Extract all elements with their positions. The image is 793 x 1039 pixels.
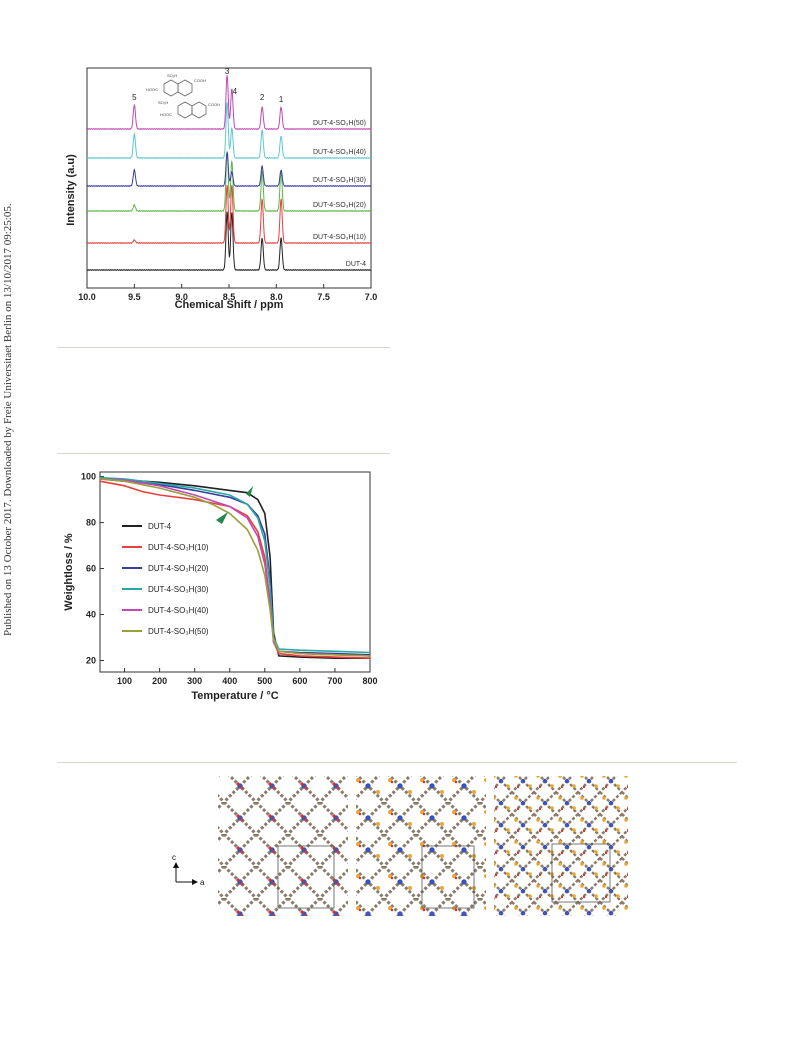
nmr-x-axis-label: Chemical Shift / ppm — [175, 299, 284, 311]
axis-label-c: c — [172, 853, 176, 862]
nmr-x-tick-label: 9.0 — [175, 292, 188, 302]
nmr-series-label: DUT-4-SO₃H(20) — [313, 202, 366, 209]
nmr-series-line — [86, 75, 372, 130]
tga-y-tick-label: 100 — [81, 472, 96, 482]
nmr-inset-molecules: SO₃H COOH HOOC SO₃H COOH HOOC — [146, 73, 220, 119]
nmr-series-label: DUT-4-SO₃H(30) — [313, 177, 366, 184]
tga-legend-label: DUT-4-SO₃H(40) — [148, 606, 209, 615]
inset-molecule-sulfonated — [163, 79, 193, 97]
tga-chart: 100 200 300 400 500 600 700 800 20 40 60 80 100 DUT-… — [63, 471, 378, 702]
tga-series-line — [99, 478, 370, 659]
tga-y-tick-label: 80 — [86, 518, 96, 528]
tga-series-line — [99, 478, 371, 656]
tga-x-axis-label: Temperature / °C — [191, 690, 278, 702]
tga-x-tick-label: 500 — [257, 676, 272, 686]
nmr-x-tick-label: 8.0 — [270, 292, 283, 302]
divider — [57, 347, 390, 348]
inset-label: COOH — [208, 102, 220, 107]
nmr-peak-label: 1 — [279, 95, 284, 104]
tga-y-axis-label: Weightloss / % — [63, 533, 75, 611]
inset-label: HOOC — [160, 112, 172, 117]
nmr-series-line — [86, 211, 372, 271]
nmr-x-tick-label: 7.5 — [317, 292, 330, 302]
inset-label: HOOC — [146, 87, 158, 92]
unit-cell — [277, 845, 335, 909]
tga-legend-label: DUT-4-SO₃H(30) — [148, 585, 209, 594]
tga-series-line — [99, 478, 371, 657]
nmr-x-tick-label: 8.5 — [223, 292, 236, 302]
tga-y-tick-label: 20 — [86, 656, 96, 666]
crystal-structure-figure: c a — [172, 776, 628, 916]
inset-label: SO₃H — [158, 100, 168, 105]
nmr-peak-label: 4 — [233, 87, 238, 96]
tga-series-line — [99, 480, 371, 659]
tga-y-tick-label: 60 — [86, 564, 96, 574]
axis-label-a: a — [200, 878, 205, 887]
tga-x-tick-label: 700 — [327, 676, 342, 686]
nmr-series-line — [86, 102, 372, 159]
nmr-peak-label: 5 — [132, 93, 137, 102]
tga-x-tick-label: 400 — [222, 676, 237, 686]
nmr-y-axis-label: Intensity (a.u) — [65, 154, 77, 226]
nmr-peak-label: 2 — [260, 93, 265, 102]
nmr-series-label: DUT-4-SO₃H(50) — [313, 120, 366, 127]
nmr-series-label: DUT-4-SO₃H(40) — [313, 149, 366, 156]
publication-sidebar-note: Published on 13 October 2017. Downloaded… — [2, 203, 14, 637]
nmr-x-tick-label: 9.5 — [128, 292, 141, 302]
axis-indicator: c a — [172, 853, 205, 887]
tga-x-tick-label: 300 — [187, 676, 202, 686]
inset-molecule-plain — [177, 101, 207, 119]
unit-cell — [421, 845, 475, 909]
nmr-peak-label: 3 — [225, 67, 230, 76]
nmr-series-line — [86, 184, 372, 244]
tga-plot-frame — [99, 471, 371, 673]
tga-y-tick-label: 40 — [86, 610, 96, 620]
tga-series-line — [99, 476, 371, 654]
arrow-marker — [216, 512, 228, 524]
nmr-series-label: DUT-4 — [346, 261, 366, 268]
arrow-marker — [246, 486, 253, 497]
nmr-chart: 10.0 9.5 9.0 8.5 8.0 7.5 7.0 5 3 4 2 1 DUT-4 DUT-4-… — [65, 67, 378, 311]
divider — [57, 453, 390, 454]
tga-x-tick-label: 100 — [117, 676, 132, 686]
tga-legend-label: DUT-4-SO₃H(10) — [148, 543, 209, 552]
tga-legend-label: DUT-4-SO₃H(20) — [148, 564, 209, 573]
tga-x-tick-label: 800 — [362, 676, 377, 686]
tga-x-tick-label: 200 — [152, 676, 167, 686]
tga-legend-label: DUT-4 — [148, 522, 172, 531]
inset-label: COOH — [194, 78, 206, 83]
nmr-x-tick-label: 7.0 — [365, 292, 378, 302]
nmr-series-label: DUT-4-SO₃H(10) — [313, 234, 366, 241]
nmr-series-line — [86, 151, 372, 212]
nmr-series-line — [86, 152, 372, 187]
unit-cell — [551, 843, 611, 903]
structure-panel-fully-sulfonated — [494, 776, 628, 916]
tga-x-tick-label: 600 — [292, 676, 307, 686]
divider — [57, 762, 737, 763]
inset-label: SO₃H — [167, 73, 177, 78]
tga-legend-label: DUT-4-SO₃H(50) — [148, 627, 209, 636]
nmr-x-tick-label: 10.0 — [78, 292, 96, 302]
